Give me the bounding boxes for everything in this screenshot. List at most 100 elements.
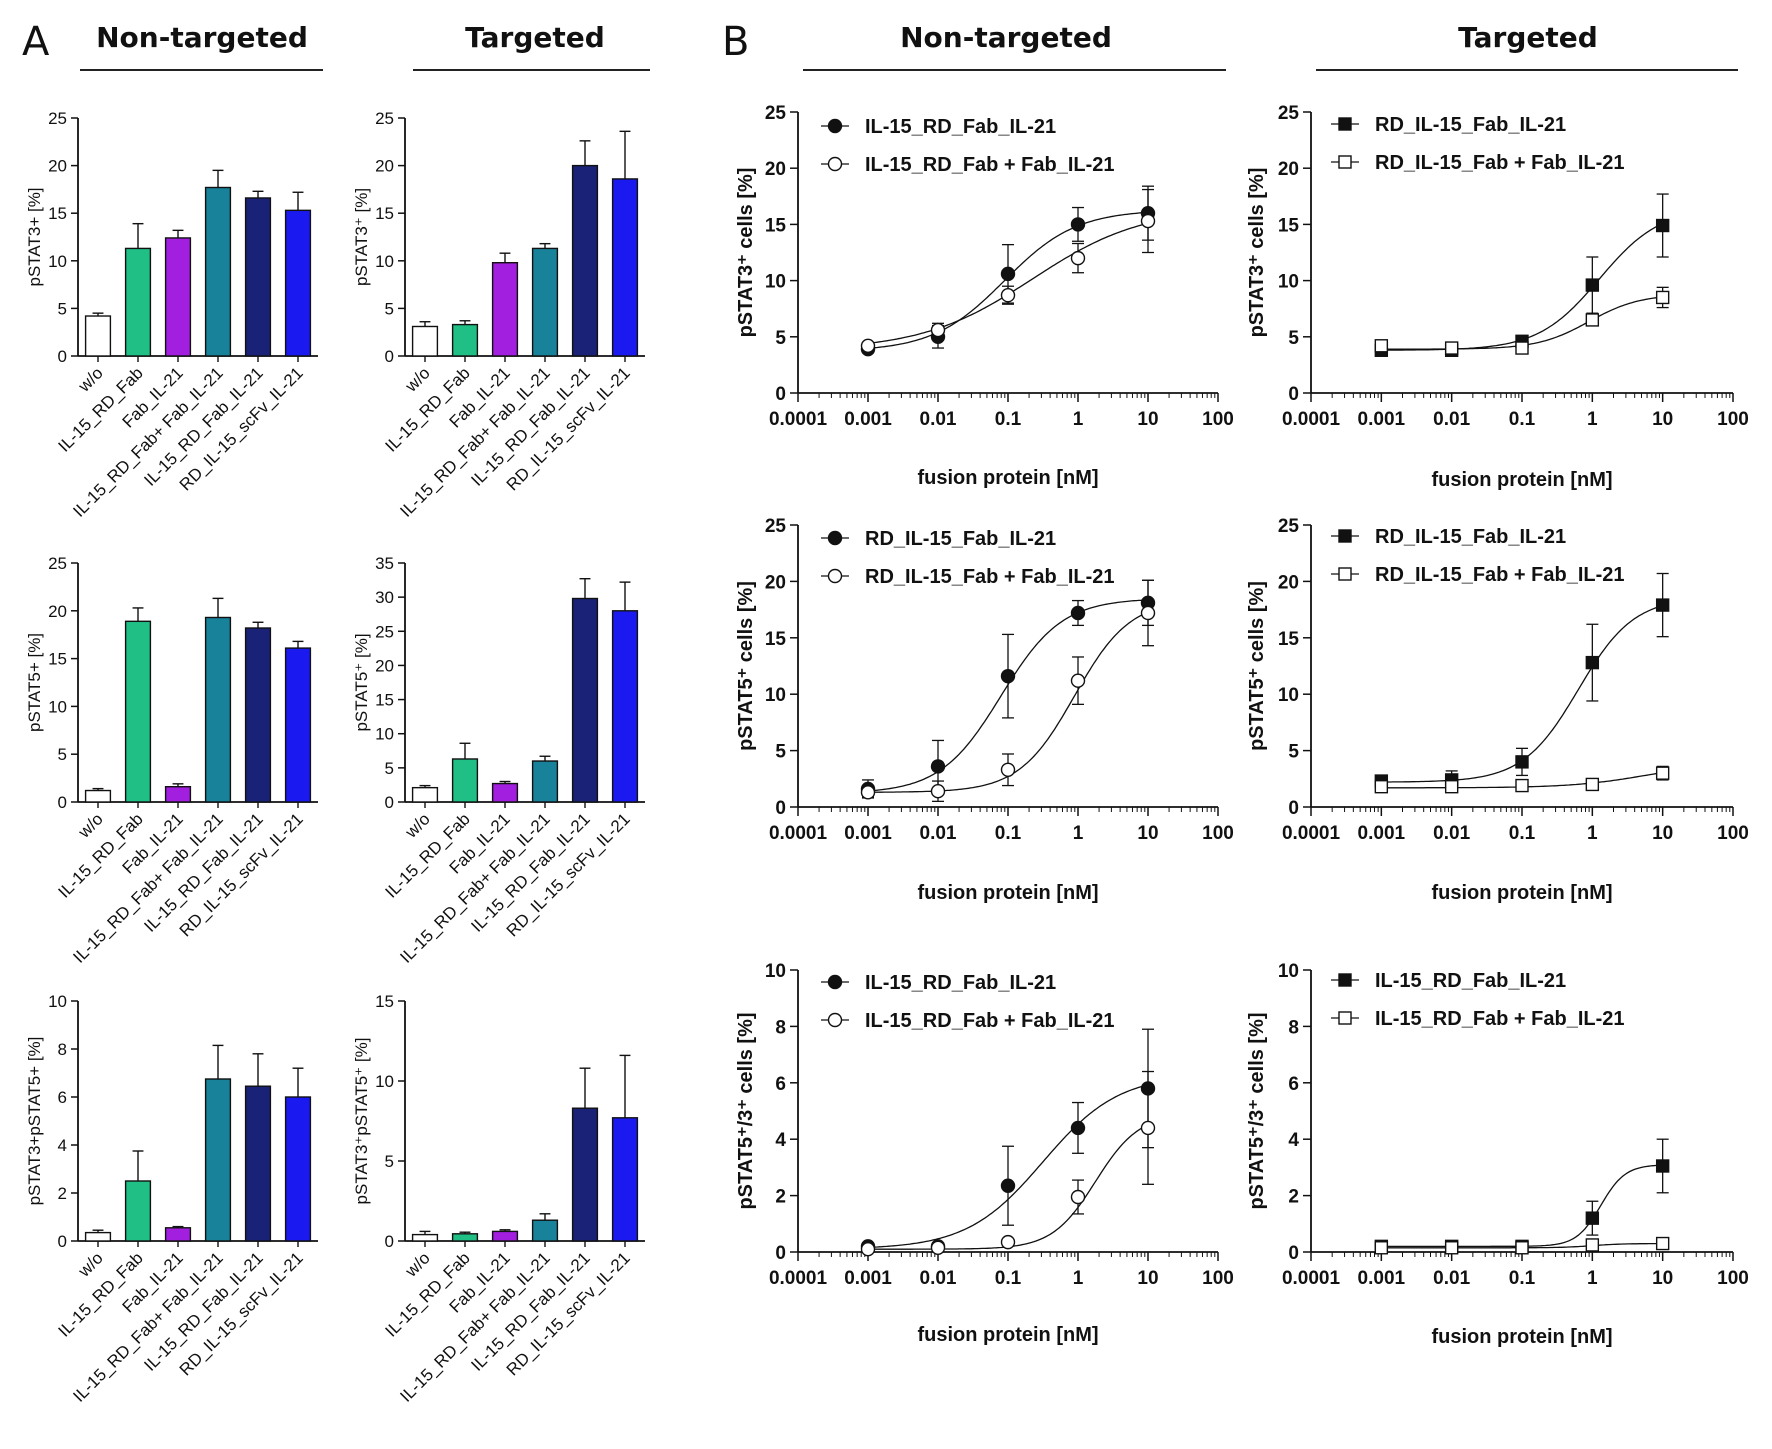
- legend-label: IL-15_RD_Fab + Fab_IL-21: [865, 1010, 1115, 1032]
- x-tick-label: 0.001: [844, 409, 892, 430]
- x-tick-label: 100: [1202, 1268, 1234, 1289]
- y-axis-label: pSTAT3⁺ [%]: [352, 188, 371, 286]
- data-point: [1515, 1241, 1529, 1255]
- y-tick-label: 8: [58, 1040, 67, 1059]
- data-point: [930, 322, 946, 338]
- y-tick-label: 20: [48, 157, 67, 176]
- data-point: [1585, 1211, 1600, 1225]
- legend-marker: [827, 568, 843, 584]
- x-tick-label: 100: [1717, 823, 1749, 844]
- legend-marker: [827, 974, 843, 990]
- dose-response-chart-b2: 0 5 10 15 20 25 0.0001 0.001 0.01 0.1 1 10 100 fusion…: [1246, 103, 1749, 491]
- data-point: [1444, 341, 1459, 355]
- x-tick-label: 0.1: [995, 409, 1022, 430]
- x-tick-label: 0.01: [920, 409, 957, 430]
- data-point: [1000, 288, 1016, 303]
- legend-marker: [1338, 567, 1352, 581]
- data-point: [1140, 1120, 1156, 1136]
- y-tick-label: 5: [385, 299, 394, 318]
- x-tick-label: 10: [1652, 823, 1673, 844]
- x-axis-label: fusion protein [nM]: [1431, 1326, 1612, 1348]
- y-tick-label: 2: [1288, 1187, 1299, 1208]
- x-tick-label: 0.0001: [1282, 1268, 1341, 1289]
- y-axis-label: pSTAT5⁺/3⁺ cells [%]: [735, 1012, 757, 1209]
- y-tick-label: 0: [1288, 1243, 1299, 1264]
- legend-marker: [1338, 529, 1352, 543]
- x-tick-label: 0.01: [1433, 823, 1470, 844]
- y-axis-label: pSTAT3⁺pSTAT5⁺ [%]: [352, 1038, 371, 1205]
- bar: [244, 627, 272, 803]
- y-tick-label: 10: [375, 252, 394, 271]
- y-tick-label: 0: [775, 1243, 786, 1264]
- data-point: [930, 759, 946, 774]
- bar: [571, 1107, 599, 1242]
- bar: [531, 247, 559, 357]
- y-tick-label: 25: [375, 622, 394, 641]
- x-tick-label: 0.1: [1509, 1268, 1536, 1289]
- x-tick-label: 1: [1073, 409, 1084, 430]
- legend-marker: [1338, 973, 1352, 987]
- y-tick-label: 5: [58, 299, 67, 318]
- x-tick-label: 1: [1587, 409, 1598, 430]
- y-axis-label: pSTAT5⁺/3⁺ cells [%]: [1246, 1012, 1268, 1209]
- bar: [164, 237, 192, 357]
- data-point: [1585, 278, 1600, 292]
- data-point: [1515, 755, 1529, 769]
- x-tick-label: 0.0001: [769, 409, 828, 430]
- header-a-targeted: Targeted: [465, 21, 605, 54]
- bar: [204, 1078, 232, 1242]
- data-point: [1655, 598, 1670, 612]
- data-point: [1515, 778, 1529, 793]
- y-tick-label: 10: [48, 252, 67, 271]
- x-tick-label: w/o: [401, 1248, 434, 1281]
- data-point: [1140, 605, 1156, 621]
- dose-response-chart-b5: 0 2 4 6 8 10 0.0001 0.001 0.01 0.1 1 10 100 fusion pr…: [735, 961, 1234, 1346]
- y-tick-label: 15: [1278, 629, 1300, 650]
- y-tick-label: 4: [775, 1130, 786, 1151]
- x-tick-label: 0.1: [1509, 823, 1536, 844]
- y-tick-label: 2: [775, 1187, 786, 1208]
- x-tick-label: 0.1: [1509, 409, 1536, 430]
- y-tick-label: 0: [775, 798, 786, 819]
- bar: [411, 1233, 439, 1242]
- legend-label: RD_IL-15_Fab_IL-21: [1375, 114, 1566, 136]
- y-tick-label: 15: [765, 629, 787, 650]
- x-tick-label: 0.01: [920, 823, 957, 844]
- y-tick-label: 20: [1278, 572, 1299, 593]
- y-tick-label: 5: [58, 745, 67, 764]
- legend-label: RD_IL-15_Fab + Fab_IL-21: [1375, 152, 1625, 174]
- y-tick-label: 10: [48, 697, 67, 716]
- bar: [451, 323, 479, 357]
- y-tick-label: 10: [1278, 685, 1299, 706]
- x-tick-label: 0.0001: [769, 823, 828, 844]
- y-tick-label: 5: [775, 328, 786, 349]
- legend-marker: [827, 156, 843, 172]
- dose-response-chart-b1: 0 5 10 15 20 25 0.0001 0.001 0.01 0.1 1 10 100 fusion…: [735, 103, 1234, 489]
- bar: [84, 789, 112, 803]
- dose-response-chart-b4: 0 5 10 15 20 25 0.0001 0.001 0.01 0.1 1 10 100 fusion…: [1246, 516, 1749, 904]
- legend-marker: [1338, 1011, 1352, 1025]
- bar: [491, 782, 519, 803]
- x-tick-label: 1: [1073, 1268, 1084, 1289]
- y-axis-label: pSTAT3+ [%]: [25, 187, 44, 286]
- legend-label: RD_IL-15_Fab_IL-21: [865, 528, 1056, 550]
- fit-curve: [1381, 222, 1663, 351]
- data-point: [860, 338, 876, 353]
- y-tick-label: 15: [375, 992, 394, 1011]
- y-tick-label: 0: [1288, 798, 1299, 819]
- bar: [451, 758, 479, 803]
- data-point: [860, 1241, 876, 1257]
- y-tick-label: 25: [375, 109, 394, 128]
- header-b-targeted: Targeted: [1458, 21, 1598, 54]
- bar: [204, 186, 232, 357]
- x-tick-label: 0.001: [1358, 409, 1406, 430]
- y-tick-label: 0: [58, 347, 67, 366]
- y-tick-label: 20: [1278, 159, 1299, 180]
- x-tick-label: 0.001: [844, 1268, 892, 1289]
- legend-marker: [827, 118, 843, 134]
